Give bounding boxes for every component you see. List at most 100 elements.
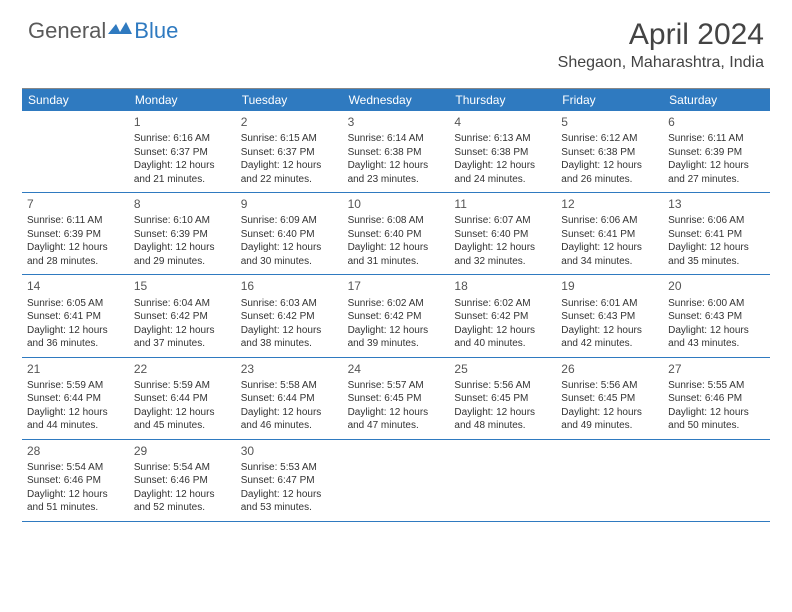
sunset-line: Sunset: 6:40 PM [454, 228, 551, 242]
day-cell: 16 Sunrise: 6:03 AMSunset: 6:42 PMDayligh… [236, 275, 343, 356]
day-number: 20 [668, 278, 765, 294]
week-row: 28Sunrise: 5:54 AMSunset: 6:46 PMDayligh… [22, 440, 770, 522]
daylight-line: Daylight: 12 hours and 40 minutes. [454, 324, 551, 351]
sunrise-line: Sunrise: 6:10 AM [134, 214, 231, 228]
week-row: 1Sunrise: 6:16 AMSunset: 6:37 PMDaylight… [22, 111, 770, 193]
day-number: 29 [134, 443, 231, 459]
sunset-line: Sunset: 6:44 PM [27, 392, 124, 406]
day-cell: 13Sunrise: 6:06 AMSunset: 6:41 PMDayligh… [663, 193, 770, 274]
daylight-line: Daylight: 12 hours and 28 minutes. [27, 241, 124, 268]
sunset-line: Sunset: 6:39 PM [134, 228, 231, 242]
day-number: 14 [27, 278, 124, 294]
sunrise-line: Sunrise: 5:54 AM [27, 461, 124, 475]
sunrise-line: Sunrise: 6:06 AM [668, 214, 765, 228]
daylight-line: Daylight: 12 hours and 37 minutes. [134, 324, 231, 351]
day-number: 16 [241, 278, 338, 294]
daylight-line: Daylight: 12 hours and 52 minutes. [134, 488, 231, 515]
day-cell: 4Sunrise: 6:13 AMSunset: 6:38 PMDaylight… [449, 111, 556, 192]
day-number: 2 [241, 114, 338, 130]
daylight-line: Daylight: 12 hours and 46 minutes. [241, 406, 338, 433]
week-row: 14Sunrise: 6:05 AMSunset: 6:41 PMDayligh… [22, 275, 770, 357]
sunset-line: Sunset: 6:38 PM [348, 146, 445, 160]
weekday-header: Sunday [22, 89, 129, 111]
day-cell [449, 440, 556, 521]
sunrise-line: Sunrise: 5:55 AM [668, 379, 765, 393]
sunrise-line: Sunrise: 6:02 AM [348, 297, 445, 311]
day-number: 18 [454, 278, 551, 294]
page-header: General Blue April 2024 Shegaon, Maharas… [0, 0, 792, 80]
sunset-line: Sunset: 6:46 PM [668, 392, 765, 406]
sunset-line: Sunset: 6:37 PM [241, 146, 338, 160]
sunrise-line: Sunrise: 6:01 AM [561, 297, 658, 311]
sunrise-line: Sunrise: 6:16 AM [134, 132, 231, 146]
sunset-line: Sunset: 6:42 PM [134, 310, 231, 324]
sunset-line: Sunset: 6:37 PM [134, 146, 231, 160]
week-row: 21Sunrise: 5:59 AMSunset: 6:44 PMDayligh… [22, 358, 770, 440]
day-number: 11 [454, 196, 551, 212]
day-cell: 14Sunrise: 6:05 AMSunset: 6:41 PMDayligh… [22, 275, 129, 356]
day-number: 25 [454, 361, 551, 377]
day-number: 15 [134, 278, 231, 294]
sunrise-line: Sunrise: 6:09 AM [241, 214, 338, 228]
sunrise-line: Sunrise: 5:53 AM [241, 461, 338, 475]
week-row: 7Sunrise: 6:11 AMSunset: 6:39 PMDaylight… [22, 193, 770, 275]
sunrise-line: Sunrise: 5:56 AM [561, 379, 658, 393]
sunset-line: Sunset: 6:43 PM [668, 310, 765, 324]
sunset-line: Sunset: 6:40 PM [348, 228, 445, 242]
logo-text-blue: Blue [134, 18, 178, 44]
sunset-line: Sunset: 6:41 PM [668, 228, 765, 242]
daylight-line: Daylight: 12 hours and 30 minutes. [241, 241, 338, 268]
day-number: 30 [241, 443, 338, 459]
day-cell: 15Sunrise: 6:04 AMSunset: 6:42 PMDayligh… [129, 275, 236, 356]
sunrise-line: Sunrise: 6:14 AM [348, 132, 445, 146]
day-cell: 2Sunrise: 6:15 AMSunset: 6:37 PMDaylight… [236, 111, 343, 192]
day-cell: 5Sunrise: 6:12 AMSunset: 6:38 PMDaylight… [556, 111, 663, 192]
day-number: 21 [27, 361, 124, 377]
day-cell: 6 Sunrise: 6:11 AMSunset: 6:39 PMDaylight… [663, 111, 770, 192]
sunrise-line: Sunrise: 6:03 AM [241, 297, 338, 311]
day-number: 6 [668, 114, 765, 130]
day-cell [343, 440, 450, 521]
logo-text-general: General [28, 18, 106, 44]
weekday-header: Wednesday [343, 89, 450, 111]
daylight-line: Daylight: 12 hours and 38 minutes. [241, 324, 338, 351]
day-number: 12 [561, 196, 658, 212]
daylight-line: Daylight: 12 hours and 27 minutes. [668, 159, 765, 186]
sunset-line: Sunset: 6:46 PM [134, 474, 231, 488]
sunset-line: Sunset: 6:39 PM [668, 146, 765, 160]
sunset-line: Sunset: 6:39 PM [27, 228, 124, 242]
sunset-line: Sunset: 6:44 PM [134, 392, 231, 406]
sunrise-line: Sunrise: 6:13 AM [454, 132, 551, 146]
day-number: 1 [134, 114, 231, 130]
sunrise-line: Sunrise: 5:57 AM [348, 379, 445, 393]
sunset-line: Sunset: 6:41 PM [561, 228, 658, 242]
weekday-header: Tuesday [236, 89, 343, 111]
day-cell: 22Sunrise: 5:59 AMSunset: 6:44 PMDayligh… [129, 358, 236, 439]
sunrise-line: Sunrise: 5:59 AM [134, 379, 231, 393]
weekday-header-row: SundayMondayTuesdayWednesdayThursdayFrid… [22, 89, 770, 111]
sunrise-line: Sunrise: 6:11 AM [668, 132, 765, 146]
weekday-header: Thursday [449, 89, 556, 111]
sunrise-line: Sunrise: 5:56 AM [454, 379, 551, 393]
sunrise-line: Sunrise: 6:11 AM [27, 214, 124, 228]
day-cell: 24Sunrise: 5:57 AMSunset: 6:45 PMDayligh… [343, 358, 450, 439]
sunset-line: Sunset: 6:46 PM [27, 474, 124, 488]
logo: General Blue [28, 18, 178, 44]
daylight-line: Daylight: 12 hours and 26 minutes. [561, 159, 658, 186]
calendar-grid: SundayMondayTuesdayWednesdayThursdayFrid… [22, 88, 770, 522]
day-number: 17 [348, 278, 445, 294]
daylight-line: Daylight: 12 hours and 23 minutes. [348, 159, 445, 186]
sunrise-line: Sunrise: 6:15 AM [241, 132, 338, 146]
sunset-line: Sunset: 6:40 PM [241, 228, 338, 242]
day-cell: 25Sunrise: 5:56 AMSunset: 6:45 PMDayligh… [449, 358, 556, 439]
daylight-line: Daylight: 12 hours and 24 minutes. [454, 159, 551, 186]
day-cell: 9Sunrise: 6:09 AMSunset: 6:40 PMDaylight… [236, 193, 343, 274]
day-cell [663, 440, 770, 521]
day-cell: 26Sunrise: 5:56 AMSunset: 6:45 PMDayligh… [556, 358, 663, 439]
sunset-line: Sunset: 6:45 PM [454, 392, 551, 406]
day-cell [22, 111, 129, 192]
sunset-line: Sunset: 6:42 PM [241, 310, 338, 324]
sunrise-line: Sunrise: 5:54 AM [134, 461, 231, 475]
day-cell: 20Sunrise: 6:00 AMSunset: 6:43 PMDayligh… [663, 275, 770, 356]
day-number: 7 [27, 196, 124, 212]
